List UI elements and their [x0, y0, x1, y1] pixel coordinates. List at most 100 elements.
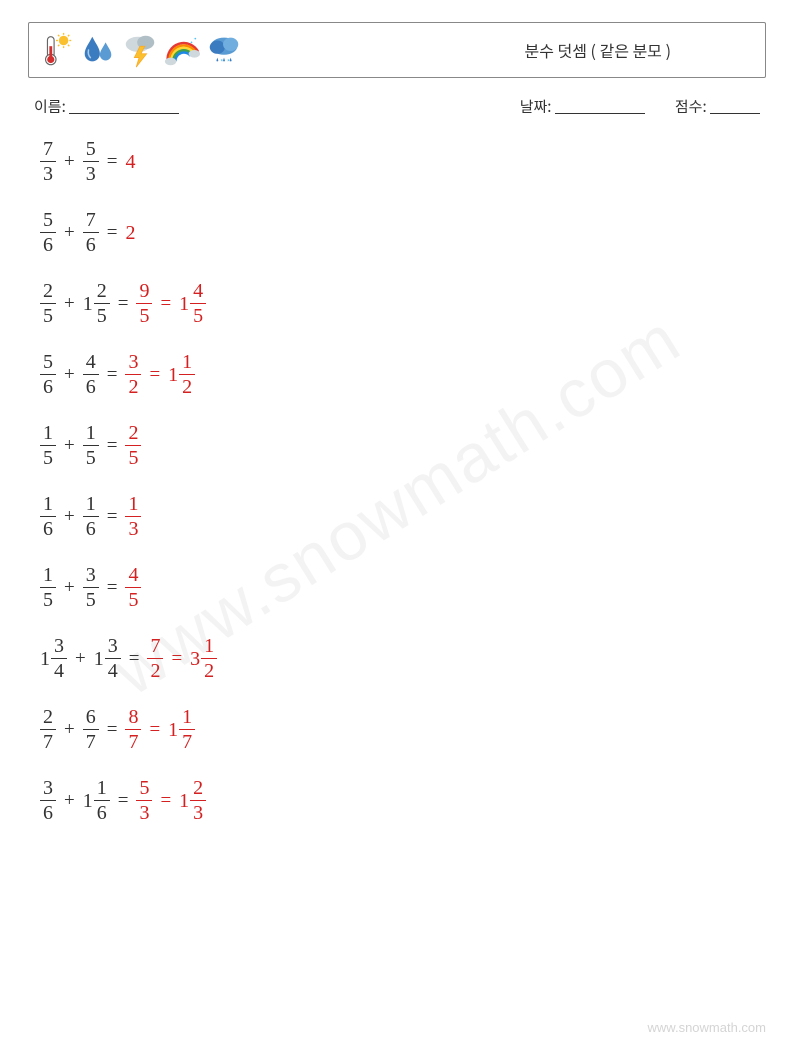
name-underline: [69, 99, 179, 114]
answer: 95 = 145: [136, 281, 206, 326]
integer-value: 2: [125, 223, 135, 243]
fraction: 15: [40, 565, 56, 610]
operator: =: [149, 365, 160, 384]
fraction: 36: [40, 778, 56, 823]
name-field: 이름:: [34, 96, 179, 117]
operator: =: [107, 507, 118, 526]
fraction: 16: [40, 494, 56, 539]
operator: +: [64, 223, 75, 242]
operator: =: [149, 720, 160, 739]
equation-row: 56 +76 = 2: [40, 210, 766, 255]
mixed-number: 134: [94, 636, 121, 681]
problems-list: 73 +53 = 4 56 +76 = 2 25 +125 = 95 = 145 56 +46 = 32 = 112 1…: [28, 139, 766, 823]
fraction: 72: [147, 636, 163, 681]
mixed-number: 134: [40, 636, 67, 681]
operator: =: [118, 294, 129, 313]
svg-text:*: *: [227, 56, 230, 66]
worksheet-title: 분수 덧셈 ( 같은 분모 ): [525, 38, 672, 62]
answer: 72 = 312: [147, 636, 217, 681]
operator: +: [64, 791, 75, 810]
fraction: 56: [40, 352, 56, 397]
score-underline: [710, 99, 760, 114]
thermometer-icon: [37, 31, 75, 69]
raindrops-icon: [79, 31, 117, 69]
operator: =: [107, 578, 118, 597]
fraction: 67: [83, 707, 99, 752]
fraction: 76: [83, 210, 99, 255]
equation-row: 25 +125 = 95 = 145: [40, 281, 766, 326]
header-box: ** 분수 덧셈 ( 같은 분모 ): [28, 22, 766, 78]
fraction: 53: [83, 139, 99, 184]
operator: +: [64, 507, 75, 526]
svg-text:*: *: [220, 56, 223, 66]
equation-row: 27 +67 = 87 = 117: [40, 707, 766, 752]
operator: =: [160, 294, 171, 313]
operator: +: [75, 649, 86, 668]
equation-row: 73 +53 = 4: [40, 139, 766, 184]
fraction: 56: [40, 210, 56, 255]
score-label: 점수:: [675, 96, 707, 117]
equation-row: 15 +35 = 45: [40, 565, 766, 610]
operator: =: [160, 791, 171, 810]
equation-row: 134 +134 = 72 = 312: [40, 636, 766, 681]
answer: 53 = 123: [136, 778, 206, 823]
operator: +: [64, 152, 75, 171]
fraction: 13: [125, 494, 141, 539]
answer: 25: [125, 423, 141, 468]
answer: 2: [125, 223, 135, 243]
info-row: 이름: 날짜: 점수:: [28, 96, 766, 117]
answer: 45: [125, 565, 141, 610]
fraction: 32: [125, 352, 141, 397]
operator: +: [64, 294, 75, 313]
operator: =: [107, 720, 118, 739]
operator: =: [118, 791, 129, 810]
answer: 87 = 117: [125, 707, 195, 752]
mixed-number: 116: [83, 778, 110, 823]
mixed-number: 125: [83, 281, 110, 326]
equation-row: 56 +46 = 32 = 112: [40, 352, 766, 397]
fraction: 25: [125, 423, 141, 468]
operator: =: [107, 365, 118, 384]
mixed-number: 112: [168, 352, 195, 397]
rainbow-icon: [163, 31, 201, 69]
mixed-number: 123: [179, 778, 206, 823]
answer: 32 = 112: [125, 352, 195, 397]
fraction: 15: [40, 423, 56, 468]
operator: +: [64, 436, 75, 455]
fraction: 87: [125, 707, 141, 752]
mixed-number: 145: [179, 281, 206, 326]
date-underline: [555, 99, 645, 114]
date-field: 날짜:: [520, 96, 645, 117]
integer-value: 4: [125, 152, 135, 172]
answer: 13: [125, 494, 141, 539]
raincloud-icon: **: [205, 31, 243, 69]
operator: =: [129, 649, 140, 668]
operator: =: [171, 649, 182, 668]
fraction: 25: [40, 281, 56, 326]
fraction: 95: [136, 281, 152, 326]
score-field: 점수:: [675, 96, 760, 117]
answer: 4: [125, 152, 135, 172]
operator: +: [64, 365, 75, 384]
equation-row: 16+16=13: [40, 494, 766, 539]
weather-icons-row: **: [37, 31, 243, 69]
mixed-number: 312: [190, 636, 217, 681]
lightning-icon: [121, 31, 159, 69]
operator: =: [107, 152, 118, 171]
fraction: 73: [40, 139, 56, 184]
mixed-number: 117: [168, 707, 195, 752]
operator: =: [107, 436, 118, 455]
fraction: 53: [136, 778, 152, 823]
fraction: 15: [83, 423, 99, 468]
operator: =: [107, 223, 118, 242]
fraction: 27: [40, 707, 56, 752]
equation-row: 36 +116 = 53 = 123: [40, 778, 766, 823]
date-label: 날짜:: [520, 96, 552, 117]
footer-text: www.snowmath.com: [648, 1020, 766, 1035]
fraction: 46: [83, 352, 99, 397]
operator: +: [64, 720, 75, 739]
operator: +: [64, 578, 75, 597]
fraction: 45: [125, 565, 141, 610]
fraction: 35: [83, 565, 99, 610]
equation-row: 15 +15 = 25: [40, 423, 766, 468]
